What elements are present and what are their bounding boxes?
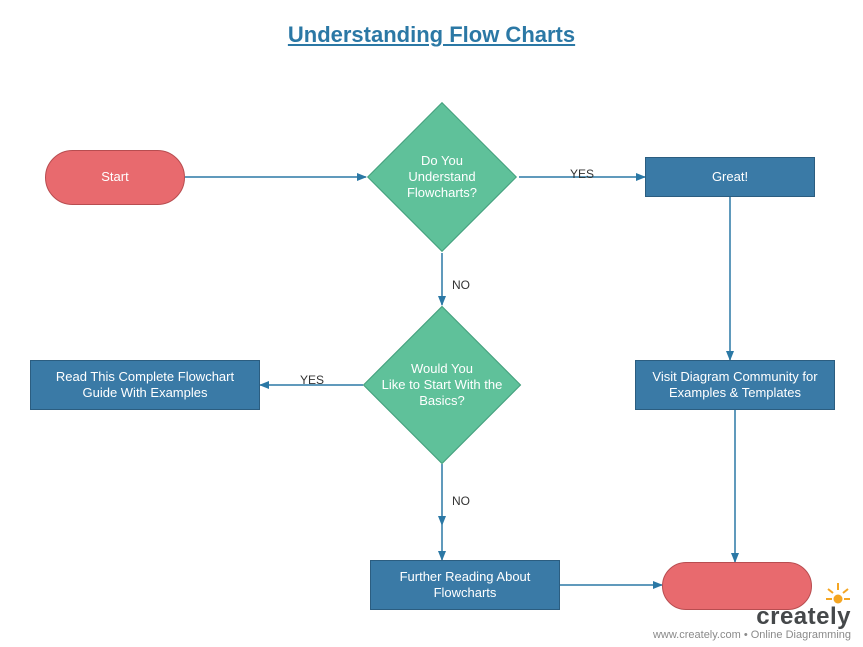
edge-label-3: NO	[452, 278, 470, 292]
decision-basics	[363, 306, 521, 464]
guide-node: Read This Complete FlowchartGuide With E…	[30, 360, 260, 410]
great-node: Great!	[645, 157, 815, 197]
further-node: Further Reading AboutFlowcharts	[370, 560, 560, 610]
spark-icon	[823, 581, 853, 611]
brand-tagline: www.creately.com • Online Diagramming	[653, 629, 851, 641]
edge-label-5: NO	[452, 494, 470, 508]
guide-label: Read This Complete FlowchartGuide With E…	[56, 369, 234, 402]
flowchart-canvas: { "title": { "text": "Understanding Flow…	[0, 0, 863, 647]
edge-label-4: YES	[300, 373, 324, 387]
great-label: Great!	[712, 169, 748, 185]
visit-label: Visit Diagram Community forExamples & Te…	[652, 369, 817, 402]
page-title: Understanding Flow Charts	[0, 22, 863, 48]
footer: creately www.creately.com • Online Diagr…	[653, 603, 851, 641]
brand-name: creately	[653, 603, 851, 631]
edge-label-1: YES	[570, 167, 594, 181]
start-node: Start	[45, 150, 185, 205]
visit-node: Visit Diagram Community forExamples & Te…	[635, 360, 835, 410]
decision-understand	[367, 102, 517, 252]
start-label: Start	[101, 169, 128, 185]
further-label: Further Reading AboutFlowcharts	[400, 569, 531, 602]
